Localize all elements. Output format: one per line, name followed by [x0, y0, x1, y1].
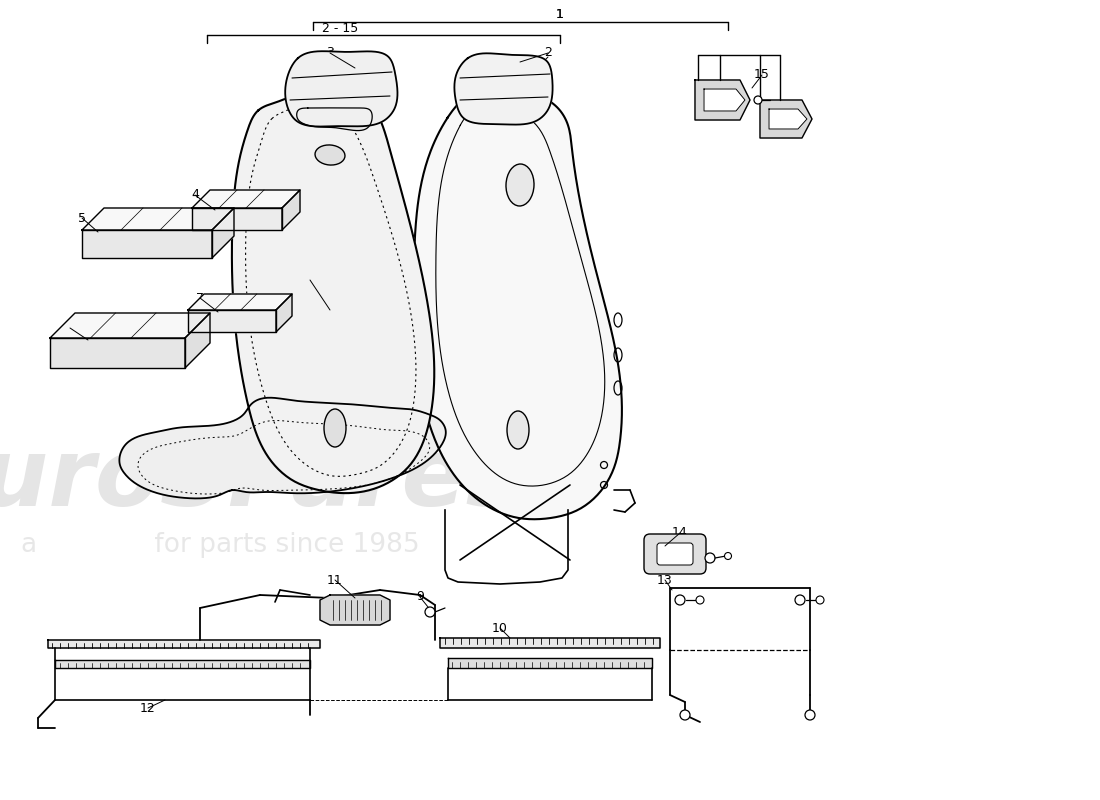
Polygon shape — [414, 88, 622, 519]
Polygon shape — [704, 89, 745, 111]
Polygon shape — [185, 313, 210, 368]
Polygon shape — [232, 90, 434, 493]
Circle shape — [754, 96, 762, 104]
Text: 11: 11 — [327, 574, 343, 586]
Text: 13: 13 — [657, 574, 673, 586]
Polygon shape — [50, 338, 185, 368]
Polygon shape — [276, 294, 292, 332]
Circle shape — [425, 607, 435, 617]
Text: 14: 14 — [672, 526, 688, 539]
Polygon shape — [285, 51, 397, 126]
Polygon shape — [212, 208, 234, 258]
Text: 8: 8 — [66, 322, 74, 334]
Circle shape — [795, 595, 805, 605]
Text: 2 - 15: 2 - 15 — [322, 22, 359, 34]
Polygon shape — [192, 190, 300, 208]
Circle shape — [696, 596, 704, 604]
Ellipse shape — [324, 409, 346, 447]
Text: 5: 5 — [78, 211, 86, 225]
Text: a              for parts since 1985: a for parts since 1985 — [21, 532, 419, 558]
Text: 12: 12 — [140, 702, 156, 714]
Polygon shape — [192, 208, 282, 230]
Text: 1: 1 — [557, 7, 564, 21]
Polygon shape — [440, 638, 660, 648]
Polygon shape — [297, 108, 372, 130]
Ellipse shape — [506, 164, 534, 206]
Polygon shape — [50, 313, 210, 338]
Polygon shape — [320, 595, 390, 625]
Polygon shape — [454, 54, 552, 125]
Ellipse shape — [315, 145, 345, 165]
Polygon shape — [82, 230, 212, 258]
Text: euroSPares: euroSPares — [0, 434, 522, 526]
Ellipse shape — [507, 411, 529, 449]
Text: 6: 6 — [306, 274, 313, 286]
Polygon shape — [188, 310, 276, 332]
Circle shape — [705, 553, 715, 563]
Text: 15: 15 — [755, 69, 770, 82]
Polygon shape — [760, 100, 812, 138]
Polygon shape — [120, 398, 446, 498]
Polygon shape — [695, 80, 750, 120]
Circle shape — [805, 710, 815, 720]
Text: 3: 3 — [326, 46, 334, 59]
Polygon shape — [48, 640, 320, 648]
Text: 4: 4 — [191, 189, 199, 202]
Polygon shape — [448, 658, 652, 668]
Polygon shape — [769, 109, 807, 129]
Polygon shape — [282, 190, 300, 230]
Circle shape — [675, 595, 685, 605]
FancyBboxPatch shape — [644, 534, 706, 574]
Polygon shape — [82, 208, 234, 230]
Text: 10: 10 — [492, 622, 508, 634]
Circle shape — [725, 553, 732, 559]
Polygon shape — [188, 294, 292, 310]
Text: 1: 1 — [557, 7, 564, 21]
Text: 2: 2 — [544, 46, 552, 59]
FancyBboxPatch shape — [657, 543, 693, 565]
Circle shape — [680, 710, 690, 720]
Text: 7: 7 — [196, 291, 204, 305]
Text: 9: 9 — [416, 590, 424, 603]
Polygon shape — [55, 660, 310, 668]
Circle shape — [816, 596, 824, 604]
